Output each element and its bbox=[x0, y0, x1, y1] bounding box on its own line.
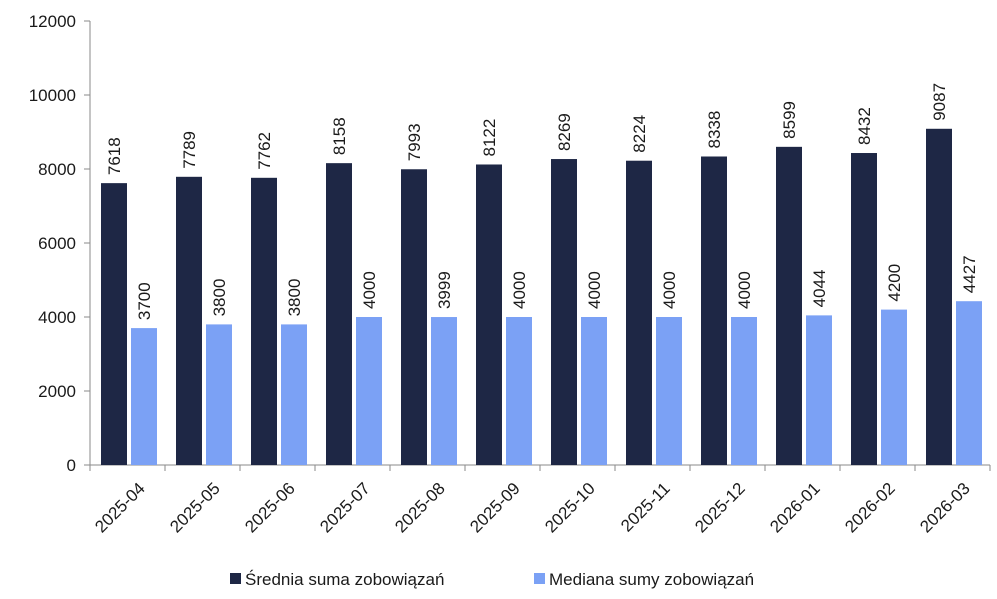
legend-swatch bbox=[534, 573, 545, 584]
bar bbox=[206, 324, 232, 465]
legend-label: Mediana sumy zobowiązań bbox=[549, 570, 754, 589]
data-label: 7789 bbox=[180, 131, 199, 169]
data-label: 8122 bbox=[480, 119, 499, 157]
data-label: 8599 bbox=[780, 101, 799, 139]
y-tick-label: 12000 bbox=[29, 12, 76, 31]
x-tick-label: 2026-01 bbox=[766, 479, 824, 537]
data-label: 4044 bbox=[810, 270, 829, 308]
x-tick-label: 2025-08 bbox=[391, 479, 449, 537]
legend: Średnia suma zobowiązań Mediana sumy zobo… bbox=[230, 570, 754, 589]
data-labels: 7618 7789 7762 8158 7993 8122 8269 8224 8338 8599… bbox=[105, 83, 979, 320]
bar bbox=[806, 315, 832, 465]
bars bbox=[101, 128, 982, 466]
bar bbox=[776, 146, 802, 465]
y-tick-label: 0 bbox=[67, 456, 76, 475]
y-tick-label: 8000 bbox=[38, 160, 76, 179]
x-tick-label: 2025-04 bbox=[91, 479, 149, 537]
data-label: 4000 bbox=[735, 271, 754, 309]
y-tick-label: 6000 bbox=[38, 234, 76, 253]
bar bbox=[431, 317, 457, 465]
bar bbox=[281, 324, 307, 465]
bar bbox=[131, 328, 157, 465]
legend-swatch bbox=[230, 573, 241, 584]
data-label: 7993 bbox=[405, 123, 424, 161]
data-label: 7618 bbox=[105, 137, 124, 175]
x-tick-label: 2025-10 bbox=[541, 479, 599, 537]
bar bbox=[701, 156, 727, 465]
bar bbox=[551, 159, 577, 465]
x-tick-label: 2025-07 bbox=[316, 479, 374, 537]
data-label: 4427 bbox=[960, 255, 979, 293]
bar bbox=[731, 317, 757, 465]
data-label: 8338 bbox=[705, 111, 724, 149]
data-label: 3800 bbox=[210, 279, 229, 317]
x-tick-label: 2025-11 bbox=[617, 479, 674, 536]
data-label: 8158 bbox=[330, 117, 349, 155]
data-label: 8224 bbox=[630, 115, 649, 153]
x-tick-label: 2026-02 bbox=[841, 479, 899, 537]
y-tick-label: 4000 bbox=[38, 308, 76, 327]
data-label: 4000 bbox=[360, 271, 379, 309]
bar bbox=[401, 169, 427, 465]
bar bbox=[656, 317, 682, 465]
bar bbox=[176, 176, 202, 465]
data-label: 3800 bbox=[285, 279, 304, 317]
bar bbox=[881, 309, 907, 465]
data-label: 4000 bbox=[660, 271, 679, 309]
data-label: 4000 bbox=[510, 271, 529, 309]
bar bbox=[926, 128, 952, 465]
data-label: 4000 bbox=[585, 271, 604, 309]
bar bbox=[581, 317, 607, 465]
bar bbox=[101, 183, 127, 465]
data-label: 3700 bbox=[135, 282, 154, 320]
bar bbox=[851, 153, 877, 466]
y-tick-label: 2000 bbox=[38, 382, 76, 401]
bar bbox=[326, 163, 352, 466]
x-tick-label: 2025-06 bbox=[241, 479, 299, 537]
bar bbox=[956, 301, 982, 465]
x-tick-label: 2025-05 bbox=[166, 479, 224, 537]
x-tick-label: 2025-12 bbox=[691, 479, 749, 537]
data-label: 8432 bbox=[855, 107, 874, 145]
x-tick-label: 2026-03 bbox=[916, 479, 974, 537]
bar bbox=[506, 317, 532, 465]
legend-label: Średnia suma zobowiązań bbox=[245, 570, 444, 589]
data-label: 8269 bbox=[555, 113, 574, 151]
bar bbox=[356, 317, 382, 465]
y-tick-label: 10000 bbox=[29, 86, 76, 105]
bar bbox=[476, 164, 502, 465]
data-label: 9087 bbox=[930, 83, 949, 121]
data-label: 7762 bbox=[255, 132, 274, 170]
x-tick-label: 2025-09 bbox=[466, 479, 524, 537]
data-label: 4200 bbox=[885, 264, 904, 302]
bar bbox=[626, 160, 652, 465]
bar bbox=[251, 177, 277, 465]
data-label: 3999 bbox=[435, 271, 454, 309]
